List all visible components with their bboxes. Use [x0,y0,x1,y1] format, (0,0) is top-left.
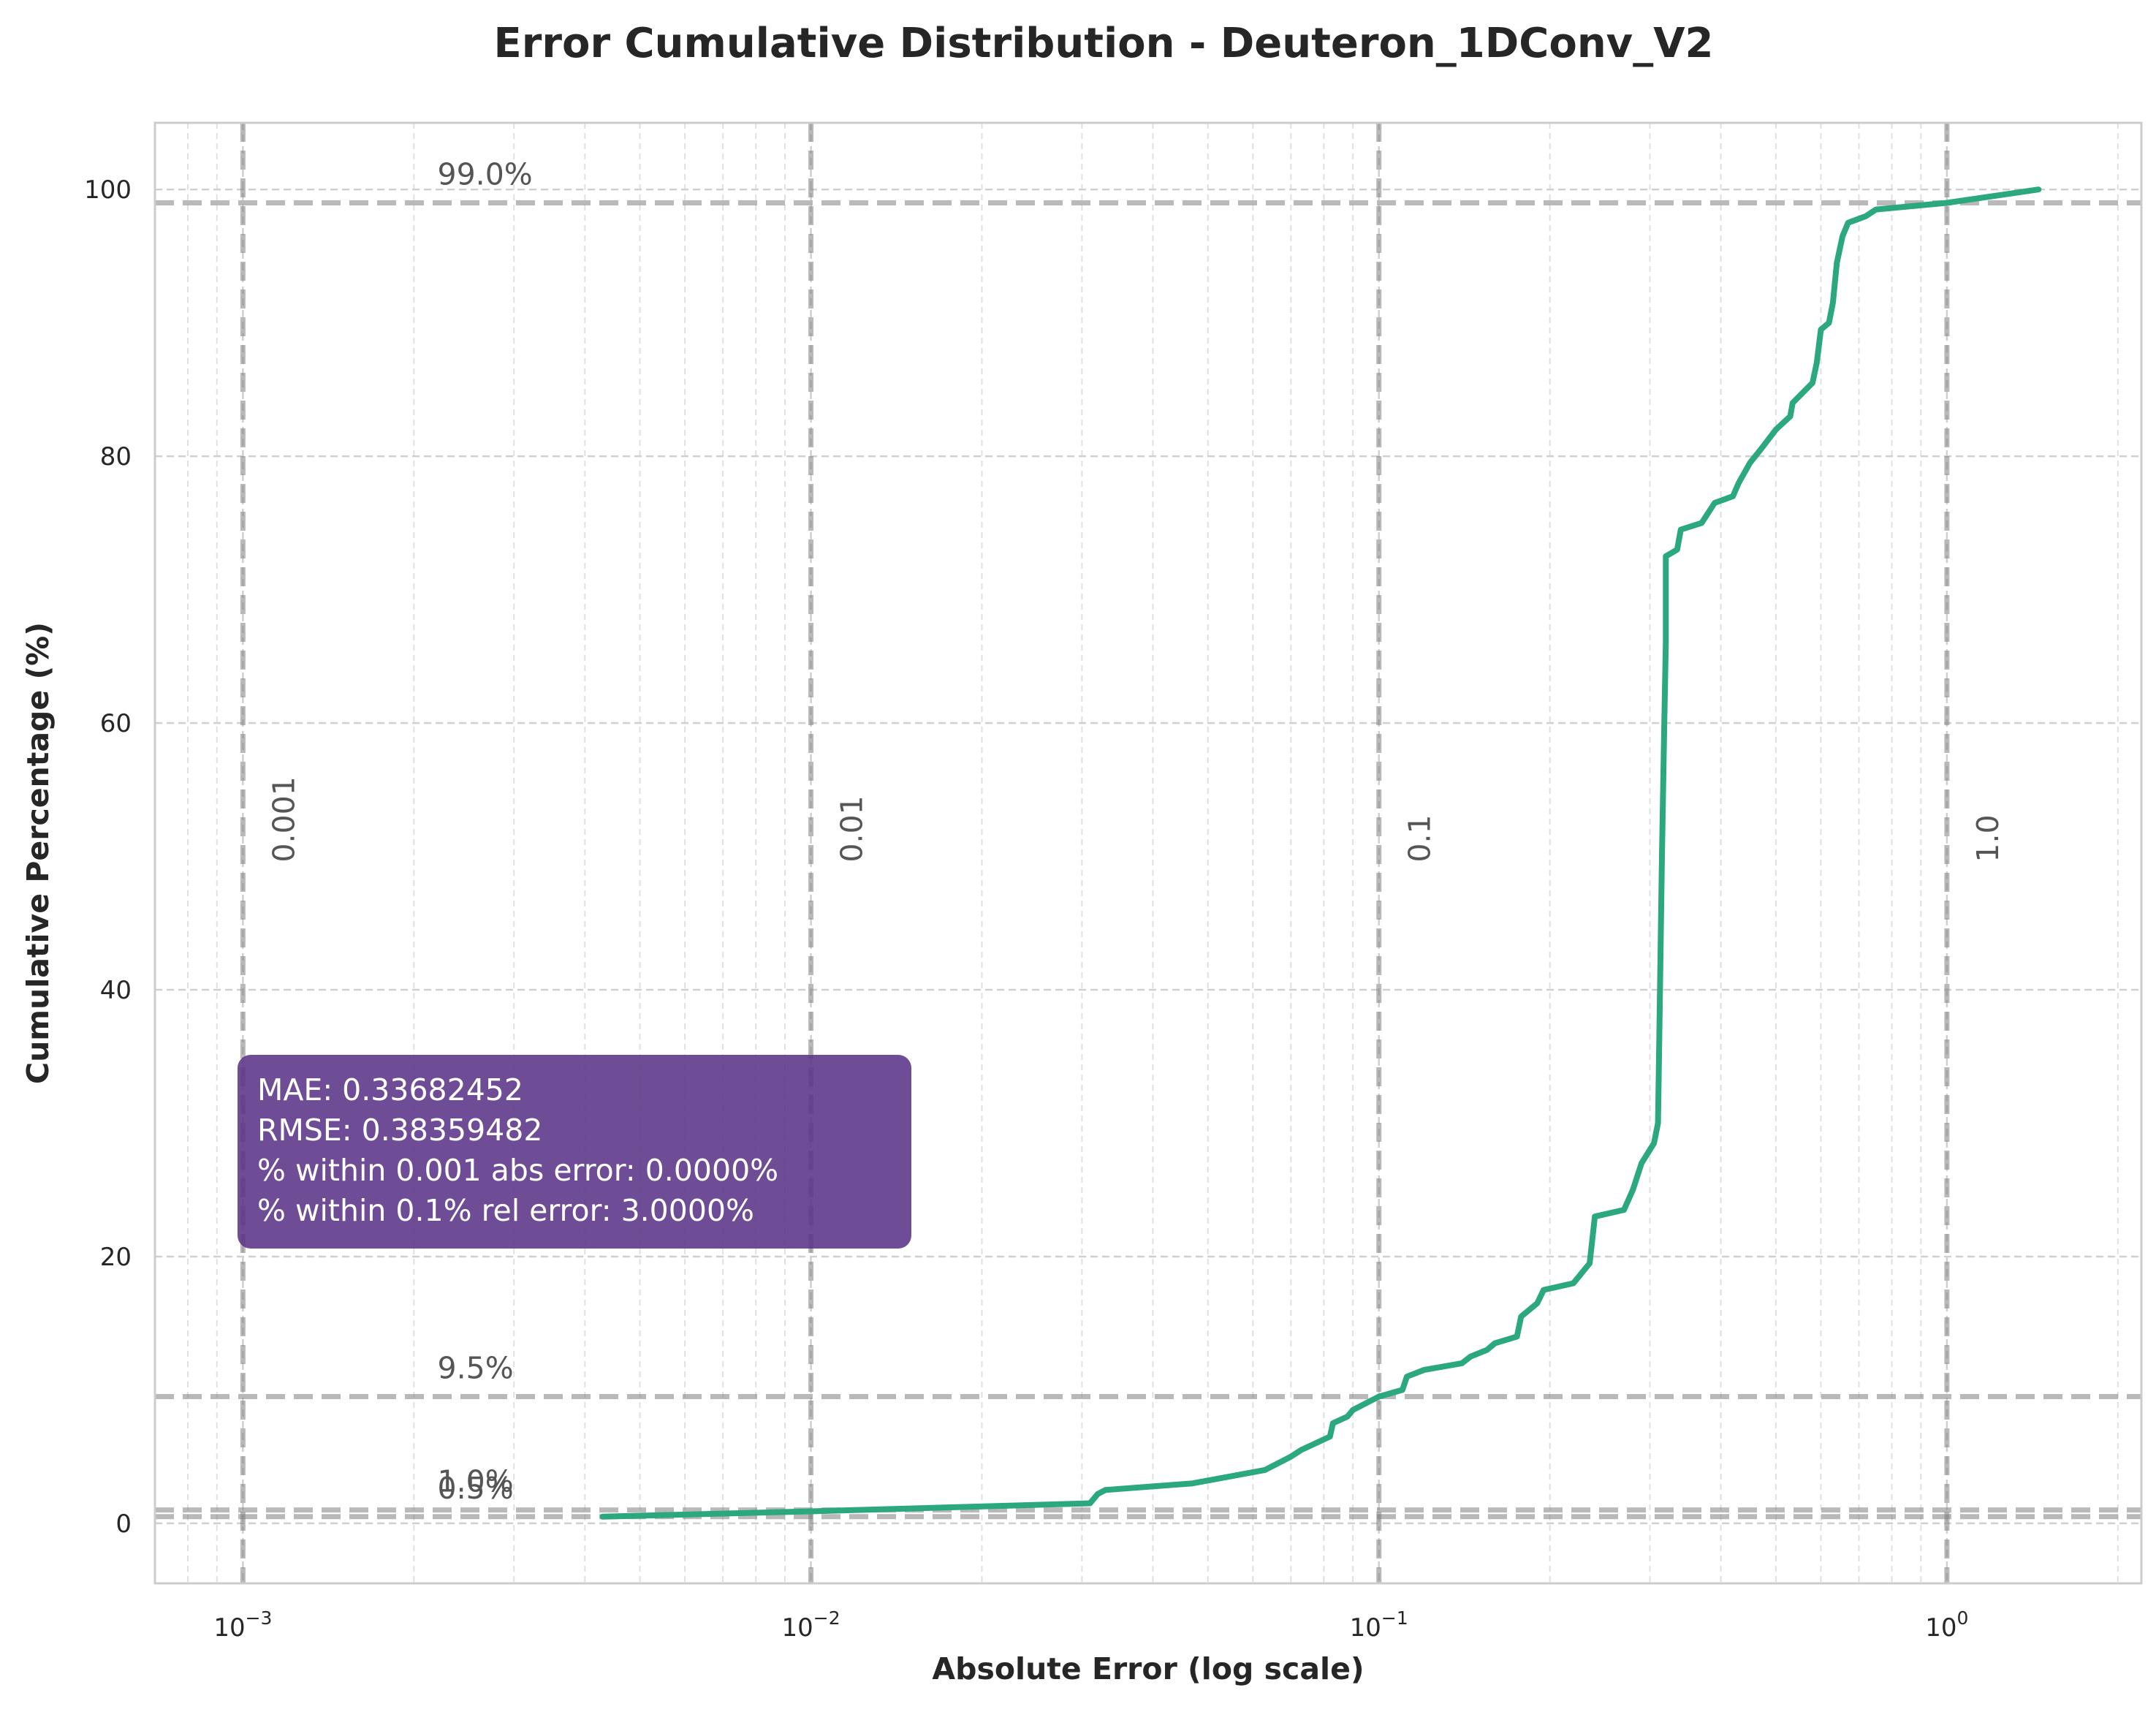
vertical-reference-label: 0.1 [1402,814,1438,862]
vertical-reference-label: 0.001 [266,776,301,862]
x-tick-label: 100 [1925,1607,1968,1643]
stats-box: MAE: 0.33682452 RMSE: 0.38359482 % within … [238,1055,911,1249]
reference-lines-layer: 0.001 0.01 0.1 1.0 99.0% 9.5% 1.0%0.5% [155,123,2141,1583]
x-tick-exponent: −1 [1381,1607,1408,1629]
stats-box-line: % within 0.1% rel error: 3.0000% [257,1193,754,1228]
vertical-reference-label: 0.01 [835,795,870,862]
vertical-reference-label: 1.0 [1970,814,2005,862]
x-tick-label: 10−1 [1350,1607,1408,1643]
stats-box-line: RMSE: 0.38359482 [257,1113,542,1148]
y-tick-label: 80 [100,442,132,471]
x-tick-base: 10 [1925,1613,1956,1643]
x-tick-base: 10 [1350,1613,1381,1643]
x-tick-label: 10−3 [213,1607,272,1643]
plot-frame [153,121,2143,1585]
stats-box-background [238,1055,911,1249]
y-tick-label: 0 [115,1510,132,1539]
x-axis-label: Absolute Error (log scale) [932,1651,1364,1686]
horizontal-reference-label: 1.0% [438,1464,514,1499]
y-axis-label: Cumulative Percentage (%) [20,622,56,1084]
x-tick-label: 10−2 [781,1607,840,1643]
x-tick-exponent: −2 [813,1607,840,1629]
horizontal-reference-label: 0.5% [438,1471,514,1506]
x-tick-exponent: 0 [1957,1607,1969,1629]
cdf-line [599,186,2042,1520]
horizontal-reference-label: 9.5% [438,1351,514,1386]
stats-box-line: MAE: 0.33682452 [257,1072,523,1107]
y-tick-label: 60 [100,709,132,738]
horizontal-reference-label: 99.0% [438,156,533,192]
chart-title: Error Cumulative Distribution - Deuteron… [493,20,1713,67]
y-tick-label: 40 [100,976,132,1005]
series-layer [599,186,2042,1520]
y-tick-label: 100 [84,175,132,205]
x-tick-base: 10 [213,1613,245,1643]
stats-box-line: % within 0.001 abs error: 0.0000% [257,1153,778,1188]
y-tick-label: 20 [100,1243,132,1272]
x-tick-exponent: −3 [246,1607,273,1629]
x-tick-base: 10 [781,1613,813,1643]
